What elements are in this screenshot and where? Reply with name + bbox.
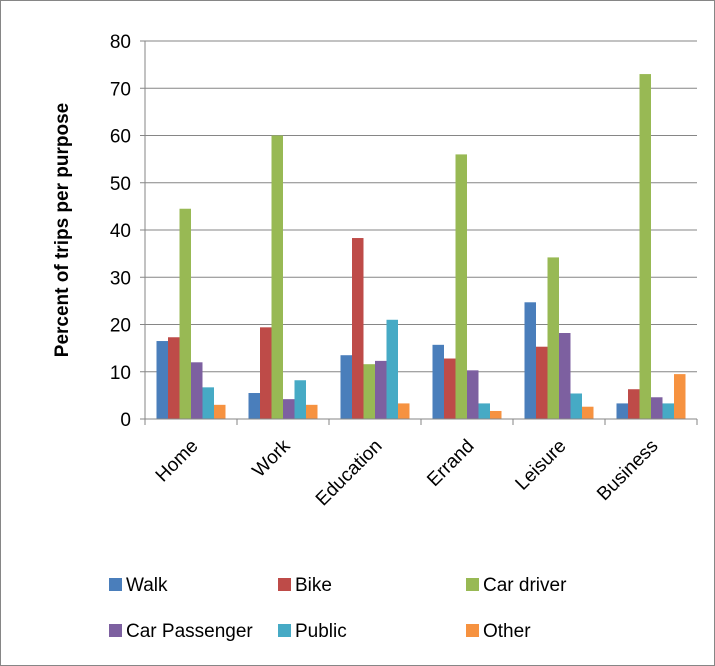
bar-car-driver-work xyxy=(271,135,283,419)
bar-walk-leisure xyxy=(524,302,536,419)
y-tick-label: 40 xyxy=(110,221,131,242)
y-tick-label: 50 xyxy=(110,174,131,195)
legend-swatch xyxy=(466,578,479,591)
bar-public-work xyxy=(294,380,306,419)
gridlines xyxy=(145,40,697,373)
bar-car-passenger-errand xyxy=(467,370,479,419)
bar-other-business xyxy=(674,374,686,419)
bar-bike-work xyxy=(260,327,272,419)
y-tick-label: 80 xyxy=(110,32,131,53)
legend-swatch xyxy=(466,624,479,637)
y-tick-label: 60 xyxy=(110,127,131,148)
legend-swatch xyxy=(109,624,122,637)
legend: Walk Bike Car driver Car Passenger Public Oth… xyxy=(109,575,567,642)
x-tick-label: Work xyxy=(249,435,295,481)
y-tick-label: 30 xyxy=(110,268,131,289)
bar-car-driver-education xyxy=(363,364,375,419)
bar-public-home xyxy=(202,387,214,419)
bar-bike-errand xyxy=(444,358,456,419)
y-tick-labels: 0 10 20 30 40 50 60 70 80 xyxy=(110,32,131,431)
y-tick-label: 20 xyxy=(110,316,131,337)
x-tick-label: Leisure xyxy=(512,436,571,495)
bars xyxy=(156,74,686,419)
axes xyxy=(140,40,698,425)
y-axis-label: Percent of trips per purpose xyxy=(52,103,73,357)
y-tick-label: 10 xyxy=(110,363,131,384)
y-tick-label: 70 xyxy=(110,79,131,100)
bar-car-passenger-home xyxy=(191,362,203,419)
bar-public-education xyxy=(386,319,398,419)
bar-walk-education xyxy=(340,355,352,419)
legend-label: Public xyxy=(295,621,347,642)
bar-walk-business xyxy=(616,403,628,419)
bar-other-leisure xyxy=(582,406,594,419)
legend-label: Bike xyxy=(295,575,332,596)
bar-other-education xyxy=(398,403,410,419)
legend-label: Car Passenger xyxy=(126,621,253,642)
bar-bike-business xyxy=(628,389,640,419)
bar-car-driver-business xyxy=(639,74,651,419)
bar-other-home xyxy=(214,404,226,419)
legend-label: Car driver xyxy=(483,575,567,596)
x-tick-labels: Home Work Education Errand Leisure Business xyxy=(152,435,663,510)
y-tick-label: 0 xyxy=(120,410,131,431)
bar-other-errand xyxy=(490,410,502,419)
bar-car-passenger-business xyxy=(651,397,663,419)
legend-label: Other xyxy=(483,621,531,642)
bar-bike-home xyxy=(168,337,180,419)
bar-walk-work xyxy=(248,393,260,419)
bar-car-driver-home xyxy=(179,208,191,419)
bar-public-leisure xyxy=(570,393,582,419)
bar-bike-leisure xyxy=(536,346,548,419)
bar-car-driver-errand xyxy=(455,154,467,419)
bar-public-business xyxy=(662,403,674,419)
x-tick-label: Home xyxy=(152,436,203,487)
legend-swatch xyxy=(278,624,291,637)
bar-car-passenger-education xyxy=(375,360,387,419)
legend-label: Walk xyxy=(126,575,168,596)
legend-swatch xyxy=(278,578,291,591)
bar-car-driver-leisure xyxy=(547,257,559,419)
x-tick-label: Education xyxy=(312,436,387,511)
bar-public-errand xyxy=(478,403,490,419)
bar-car-passenger-leisure xyxy=(559,333,571,419)
bar-car-passenger-work xyxy=(283,399,295,419)
bar-bike-education xyxy=(352,238,364,419)
bar-walk-errand xyxy=(432,344,444,419)
x-tick-label: Business xyxy=(593,436,662,505)
legend-swatch xyxy=(109,578,122,591)
bar-other-work xyxy=(306,404,318,419)
bar-walk-home xyxy=(156,341,168,419)
x-tick-label: Errand xyxy=(423,436,478,491)
